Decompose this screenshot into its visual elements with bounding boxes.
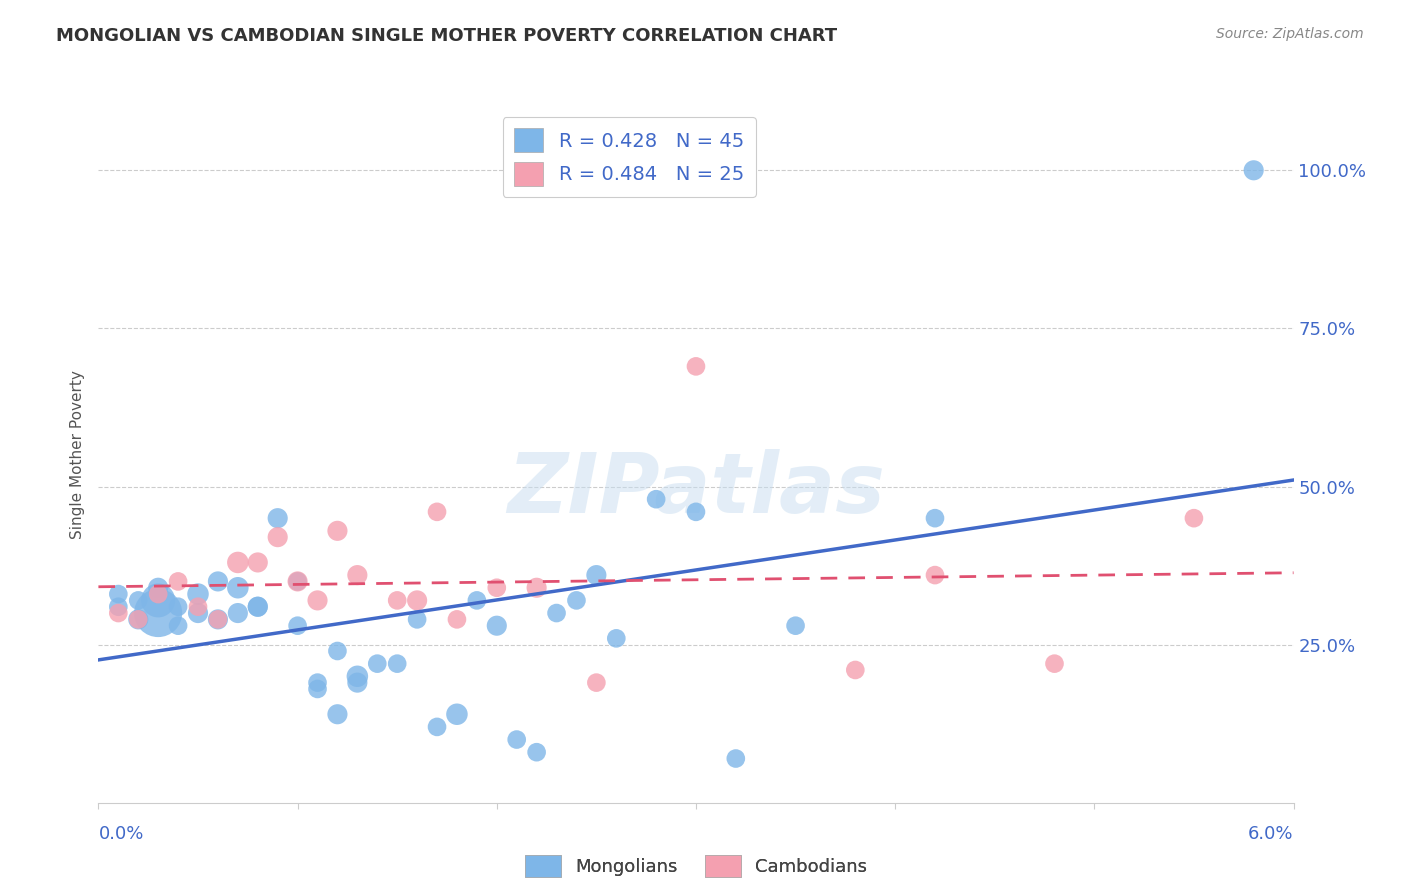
Point xyxy=(1182,511,1205,525)
Point xyxy=(446,612,468,626)
Point xyxy=(148,587,170,601)
Point xyxy=(605,632,627,646)
Point xyxy=(546,606,568,620)
Point xyxy=(307,593,329,607)
Point xyxy=(326,644,349,658)
Point xyxy=(127,593,149,607)
Y-axis label: Single Mother Poverty: Single Mother Poverty xyxy=(69,370,84,540)
Text: 0.0%: 0.0% xyxy=(98,825,143,843)
Point xyxy=(127,612,149,626)
Point xyxy=(148,593,170,607)
Point xyxy=(107,606,129,620)
Point xyxy=(645,492,668,507)
Legend: Mongolians, Cambodians: Mongolians, Cambodians xyxy=(517,847,875,884)
Point xyxy=(844,663,866,677)
Point xyxy=(1043,657,1066,671)
Point xyxy=(685,505,707,519)
Point xyxy=(207,612,229,626)
Point xyxy=(724,751,747,765)
Point xyxy=(426,505,449,519)
Point xyxy=(1243,163,1265,178)
Point xyxy=(785,618,807,632)
Point xyxy=(565,593,588,607)
Point xyxy=(307,681,329,696)
Point xyxy=(366,657,388,671)
Point xyxy=(585,568,607,582)
Point xyxy=(287,574,309,589)
Point xyxy=(287,574,309,589)
Point xyxy=(385,593,409,607)
Point xyxy=(246,599,269,614)
Point xyxy=(207,612,229,626)
Point xyxy=(924,511,946,525)
Point xyxy=(226,556,249,570)
Point xyxy=(346,669,368,683)
Point xyxy=(307,675,329,690)
Point xyxy=(207,574,229,589)
Point xyxy=(148,581,170,595)
Point xyxy=(585,675,607,690)
Point xyxy=(107,587,129,601)
Point xyxy=(685,359,707,374)
Point xyxy=(406,612,429,626)
Point xyxy=(226,606,249,620)
Point xyxy=(465,593,488,607)
Point xyxy=(485,618,508,632)
Point xyxy=(246,599,269,614)
Text: 6.0%: 6.0% xyxy=(1249,825,1294,843)
Point xyxy=(167,574,190,589)
Point xyxy=(446,707,468,722)
Point xyxy=(526,581,548,595)
Text: MONGOLIAN VS CAMBODIAN SINGLE MOTHER POVERTY CORRELATION CHART: MONGOLIAN VS CAMBODIAN SINGLE MOTHER POV… xyxy=(56,27,838,45)
Point xyxy=(187,599,209,614)
Text: Source: ZipAtlas.com: Source: ZipAtlas.com xyxy=(1216,27,1364,41)
Text: ZIPatlas: ZIPatlas xyxy=(508,450,884,530)
Point xyxy=(426,720,449,734)
Point xyxy=(246,556,269,570)
Point xyxy=(346,568,368,582)
Point xyxy=(167,599,190,614)
Point xyxy=(385,657,409,671)
Point xyxy=(924,568,946,582)
Point xyxy=(406,593,429,607)
Point xyxy=(485,581,508,595)
Point xyxy=(267,511,290,525)
Point xyxy=(346,675,368,690)
Point xyxy=(107,599,129,614)
Point xyxy=(506,732,529,747)
Point xyxy=(526,745,548,759)
Point xyxy=(187,606,209,620)
Point xyxy=(187,587,209,601)
Point xyxy=(326,524,349,538)
Point xyxy=(287,618,309,632)
Point xyxy=(148,606,170,620)
Point xyxy=(326,707,349,722)
Point xyxy=(127,612,149,626)
Point xyxy=(267,530,290,544)
Point xyxy=(226,581,249,595)
Point xyxy=(167,618,190,632)
